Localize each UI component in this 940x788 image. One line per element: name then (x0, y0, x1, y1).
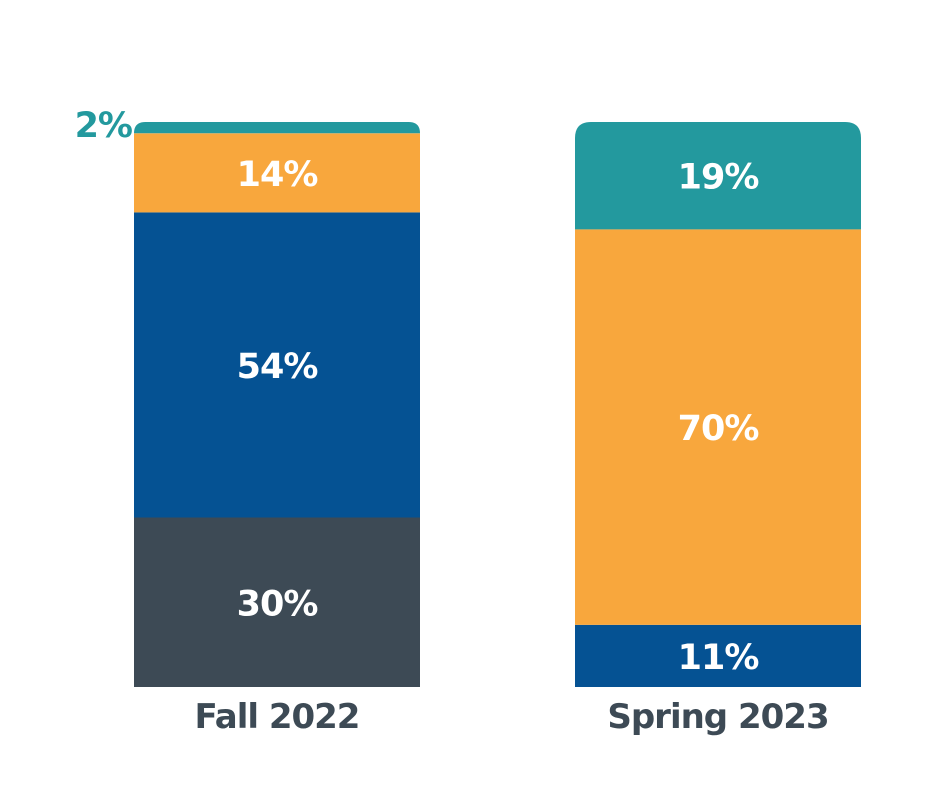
segment-labels: 30% 54% 14% 2% 11% 70% 19% (75, 106, 760, 678)
bar-segment-teal-1 (134, 122, 420, 134)
category-label-1: Fall 2022 (195, 697, 360, 737)
segment-label-blue-1: 54% (237, 347, 318, 387)
segment-label-teal-1: 2% (75, 106, 132, 146)
category-label-2: Spring 2023 (607, 697, 828, 737)
bar-segment-orange-2 (575, 229, 861, 625)
bar-segment-teal-2 (575, 122, 861, 230)
segment-label-orange-2: 70% (678, 409, 759, 449)
segment-label-blue-2: 11% (678, 638, 759, 678)
bar-segment-orange-1 (134, 133, 420, 213)
segment-label-teal-2: 19% (678, 158, 759, 198)
segment-label-orange-1: 14% (237, 155, 318, 195)
bar-segments (134, 122, 861, 687)
segment-label-dark-1: 30% (237, 584, 318, 624)
bar-segment-blue-2 (575, 624, 861, 687)
bar-segment-blue-1 (134, 212, 420, 518)
bar-segment-dark-1 (134, 517, 420, 687)
category-labels: Fall 2022 Spring 2023 (195, 697, 830, 737)
